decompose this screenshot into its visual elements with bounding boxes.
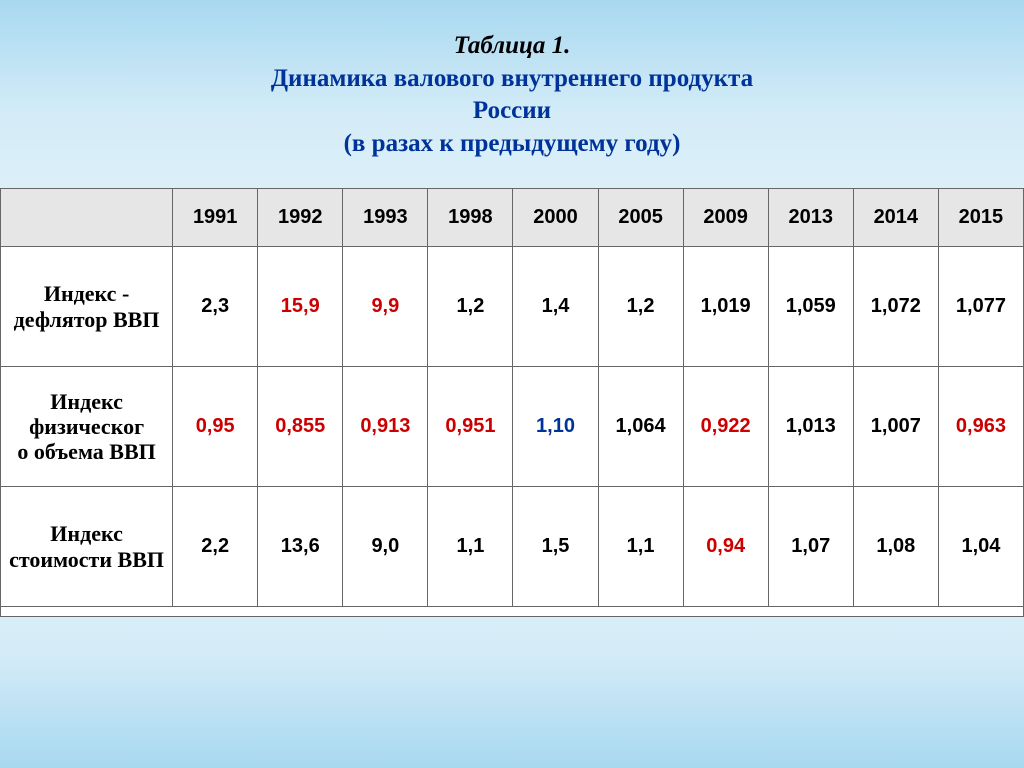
col-2015: 2015 [938, 189, 1023, 247]
cell: 1,07 [768, 487, 853, 607]
cell: 9,0 [343, 487, 428, 607]
header-row: 1991 1992 1993 1998 2000 2005 2009 2013 … [1, 189, 1024, 247]
col-1991: 1991 [173, 189, 258, 247]
col-1998: 1998 [428, 189, 513, 247]
cell: 1,2 [428, 247, 513, 367]
table-body: Индекс -дефлятор ВВП2,315,99,91,21,41,21… [1, 247, 1024, 607]
col-1992: 1992 [258, 189, 343, 247]
cell: 1,007 [853, 367, 938, 487]
col-1993: 1993 [343, 189, 428, 247]
cell: 0,922 [683, 367, 768, 487]
cell: 1,064 [598, 367, 683, 487]
cell: 2,3 [173, 247, 258, 367]
cell: 1,072 [853, 247, 938, 367]
cell: 1,059 [768, 247, 853, 367]
cell: 1,2 [598, 247, 683, 367]
col-2005: 2005 [598, 189, 683, 247]
header-corner [1, 189, 173, 247]
gdp-table: 1991 1992 1993 1998 2000 2005 2009 2013 … [0, 188, 1024, 617]
slide: Таблица 1. Динамика валового внутреннего… [0, 0, 1024, 768]
col-2013: 2013 [768, 189, 853, 247]
cell: 0,913 [343, 367, 428, 487]
footer-spacer-row [1, 607, 1024, 617]
cell: 13,6 [258, 487, 343, 607]
cell: 0,951 [428, 367, 513, 487]
title-line-1: Динамика валового внутреннего продукта [0, 63, 1024, 96]
cell: 1,013 [768, 367, 853, 487]
cell: 1,1 [428, 487, 513, 607]
title-line-2: России [0, 95, 1024, 128]
cell: 0,94 [683, 487, 768, 607]
table-number-label: Таблица 1. [0, 30, 1024, 63]
cell: 1,4 [513, 247, 598, 367]
row-header: Индексфизического объема ВВП [1, 367, 173, 487]
cell: 1,10 [513, 367, 598, 487]
table-row: Индексфизического объема ВВП0,950,8550,9… [1, 367, 1024, 487]
cell: 0,963 [938, 367, 1023, 487]
cell: 1,019 [683, 247, 768, 367]
cell: 1,077 [938, 247, 1023, 367]
cell: 9,9 [343, 247, 428, 367]
cell: 15,9 [258, 247, 343, 367]
cell: 1,1 [598, 487, 683, 607]
row-header: Индекс -дефлятор ВВП [1, 247, 173, 367]
col-2014: 2014 [853, 189, 938, 247]
title-block: Таблица 1. Динамика валового внутреннего… [0, 30, 1024, 160]
table-row: Индекс -дефлятор ВВП2,315,99,91,21,41,21… [1, 247, 1024, 367]
col-2000: 2000 [513, 189, 598, 247]
row-header: Индексстоимости ВВП [1, 487, 173, 607]
cell: 1,5 [513, 487, 598, 607]
col-2009: 2009 [683, 189, 768, 247]
cell: 1,04 [938, 487, 1023, 607]
cell: 1,08 [853, 487, 938, 607]
cell: 0,855 [258, 367, 343, 487]
cell: 0,95 [173, 367, 258, 487]
table-row: Индексстоимости ВВП2,213,69,01,11,51,10,… [1, 487, 1024, 607]
title-line-3: (в разах к предыдущему году) [0, 128, 1024, 161]
cell: 2,2 [173, 487, 258, 607]
